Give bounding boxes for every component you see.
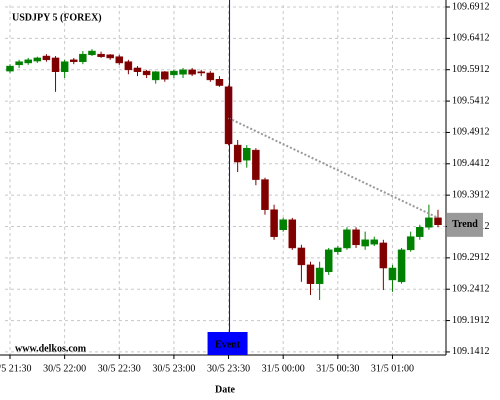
candle-body	[306, 264, 315, 284]
candle-body	[406, 236, 415, 251]
candle-body	[88, 50, 96, 56]
candle-body	[343, 229, 351, 249]
candle-body	[361, 239, 369, 247]
y-tick-label: 109.2912	[452, 252, 490, 263]
candle-body	[425, 217, 433, 228]
candle-body	[434, 217, 442, 225]
trend-label: Trend	[452, 219, 478, 230]
watermark: www.delkos.com	[15, 343, 87, 354]
candle-body	[270, 209, 278, 237]
candle-body	[197, 71, 205, 74]
x-axis-label: Date	[215, 384, 236, 395]
x-tick-label: 30/5 22:00	[43, 363, 86, 374]
candle-body	[315, 267, 324, 284]
candle-body	[352, 229, 360, 246]
y-tick-label: 109.6912	[452, 1, 490, 12]
candle-body	[6, 65, 14, 72]
candle-body	[60, 61, 69, 72]
candle-body	[69, 59, 78, 62]
y-tick-label: 109.3912	[452, 189, 490, 200]
x-tick-label: 30/5 21:30	[0, 363, 32, 374]
candle-body	[252, 149, 260, 180]
candle-body	[334, 247, 342, 252]
event-label-box	[207, 332, 248, 355]
candle-body	[297, 247, 306, 266]
y-tick-label: 109.4912	[452, 127, 490, 138]
y-tick-label: 109.1412	[452, 346, 490, 357]
candle-body	[206, 72, 215, 81]
candle-body	[215, 79, 224, 86]
x-tick-label: 31/5 00:00	[262, 363, 305, 374]
candle-body	[188, 69, 196, 75]
candle-body	[161, 71, 169, 80]
y-tick-label: 109.5412	[452, 95, 490, 106]
candle-body	[24, 59, 32, 64]
x-tick-label: 31/5 01:00	[371, 363, 414, 374]
y-tick-label: 109.5912	[452, 64, 490, 75]
candle-body	[416, 227, 424, 237]
candle-body	[106, 54, 114, 59]
x-tick-label: 30/5 23:00	[152, 363, 195, 374]
candle-body	[388, 267, 397, 281]
candle-body	[233, 144, 242, 163]
candle-body	[224, 86, 233, 145]
trend-label-box	[447, 212, 483, 237]
x-tick-label: 31/5 00:30	[316, 363, 359, 374]
x-tick-label: 30/5 23:30	[207, 363, 250, 374]
candle-body	[15, 61, 23, 66]
candle-body	[51, 57, 60, 72]
trend-line	[228, 117, 439, 219]
x-tick-label: 30/5 22:30	[98, 363, 141, 374]
candle-body	[370, 239, 379, 245]
candle-body	[288, 219, 297, 249]
candle-body	[151, 71, 160, 81]
candle-body	[133, 67, 142, 72]
candle-body	[42, 55, 51, 61]
candle-body	[379, 242, 388, 269]
y-tick-label: 109.1912	[452, 315, 490, 326]
candle-body	[397, 249, 406, 283]
candle-body	[142, 70, 151, 76]
candle-body	[79, 53, 87, 62]
y-tick-label: 109.4412	[452, 158, 490, 169]
candle-body	[33, 57, 42, 62]
event-label: Event	[215, 339, 241, 350]
candle-body	[115, 56, 124, 64]
candle-body	[124, 61, 133, 71]
candle-body	[179, 69, 187, 75]
y-tick-label: 109.6412	[452, 33, 490, 44]
candle-body	[243, 147, 251, 161]
candle-body	[97, 53, 105, 57]
candle-body	[261, 179, 269, 210]
candle-body	[279, 219, 287, 231]
candle-body	[170, 70, 178, 76]
chart-title: USDJPY 5 (FOREX)	[12, 12, 102, 23]
candle-body	[324, 249, 333, 273]
y-tick-label: 109.2412	[452, 284, 490, 295]
